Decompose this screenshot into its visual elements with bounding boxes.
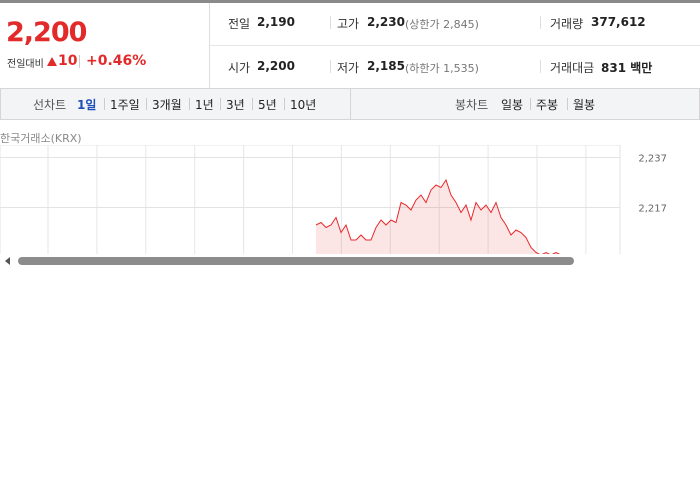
tab[interactable]: 5년 xyxy=(258,98,277,112)
tab-group-label: 봉차트 xyxy=(455,98,489,112)
cell-value: 2,230 xyxy=(367,15,405,29)
tab[interactable]: 3개월 xyxy=(152,98,182,112)
scroll-thumb[interactable] xyxy=(18,257,574,265)
cell-label: 시가 xyxy=(228,61,251,75)
cell-note: (하한가 1,535) xyxy=(405,62,479,75)
tab-separator xyxy=(567,98,568,110)
source: 한국거래소(KRX) xyxy=(0,132,82,145)
tab[interactable]: 월봉 xyxy=(573,98,596,112)
tab[interactable]: 주봉 xyxy=(536,98,559,112)
change: 10 xyxy=(58,53,78,69)
change-rate: +0.46% xyxy=(86,53,147,69)
tab-separator xyxy=(104,98,105,110)
divider xyxy=(79,55,80,68)
top-border xyxy=(0,0,700,3)
tab[interactable]: 일봉 xyxy=(501,98,524,112)
cell-note: (상한가 2,845) xyxy=(405,18,479,31)
tab[interactable]: 1년 xyxy=(195,98,214,112)
up-icon xyxy=(47,57,57,66)
tab[interactable]: 3년 xyxy=(226,98,245,112)
chart: 2,197 2,217 2,237 xyxy=(0,145,667,265)
divider xyxy=(330,16,331,29)
tab-separator xyxy=(220,98,221,110)
tab-separator xyxy=(189,98,190,110)
y-tick-label: 2,217 xyxy=(638,204,667,215)
cell-value: 831 백만 xyxy=(601,61,653,75)
tab-group-label: 선차트 xyxy=(33,98,67,112)
tab-separator xyxy=(146,98,147,110)
cell-label: 저가 xyxy=(337,61,360,75)
divider xyxy=(330,60,331,73)
line xyxy=(315,178,561,254)
scroll-arrow[interactable] xyxy=(5,257,10,265)
y-tick-label: 2,197 xyxy=(638,254,667,265)
divider xyxy=(540,60,541,73)
area xyxy=(316,180,559,254)
tab-separator xyxy=(252,98,253,110)
tab-separator xyxy=(284,98,285,110)
divider xyxy=(209,3,210,88)
cell-label: 전일 xyxy=(228,17,251,31)
divider xyxy=(540,16,541,29)
cell-value: 2,190 xyxy=(257,15,295,29)
tab[interactable]: 1주일 xyxy=(110,98,140,112)
cell-value: 2,200 xyxy=(257,59,295,73)
tab[interactable]: 10년 xyxy=(290,98,317,112)
cell-label: 거래대금 xyxy=(550,61,595,75)
cell-label: 고가 xyxy=(337,17,360,31)
change-label: 전일대비 xyxy=(7,59,44,70)
divider xyxy=(350,89,351,119)
y-tick-label: 2,237 xyxy=(638,154,667,165)
price: 2,200 xyxy=(6,17,87,48)
cell-value: 2,185 xyxy=(367,59,405,73)
tab-separator xyxy=(530,98,531,110)
tab[interactable]: 1일 xyxy=(77,98,97,112)
cell-value: 377,612 xyxy=(591,15,646,29)
divider xyxy=(210,45,700,46)
cell-label: 거래량 xyxy=(550,17,584,31)
